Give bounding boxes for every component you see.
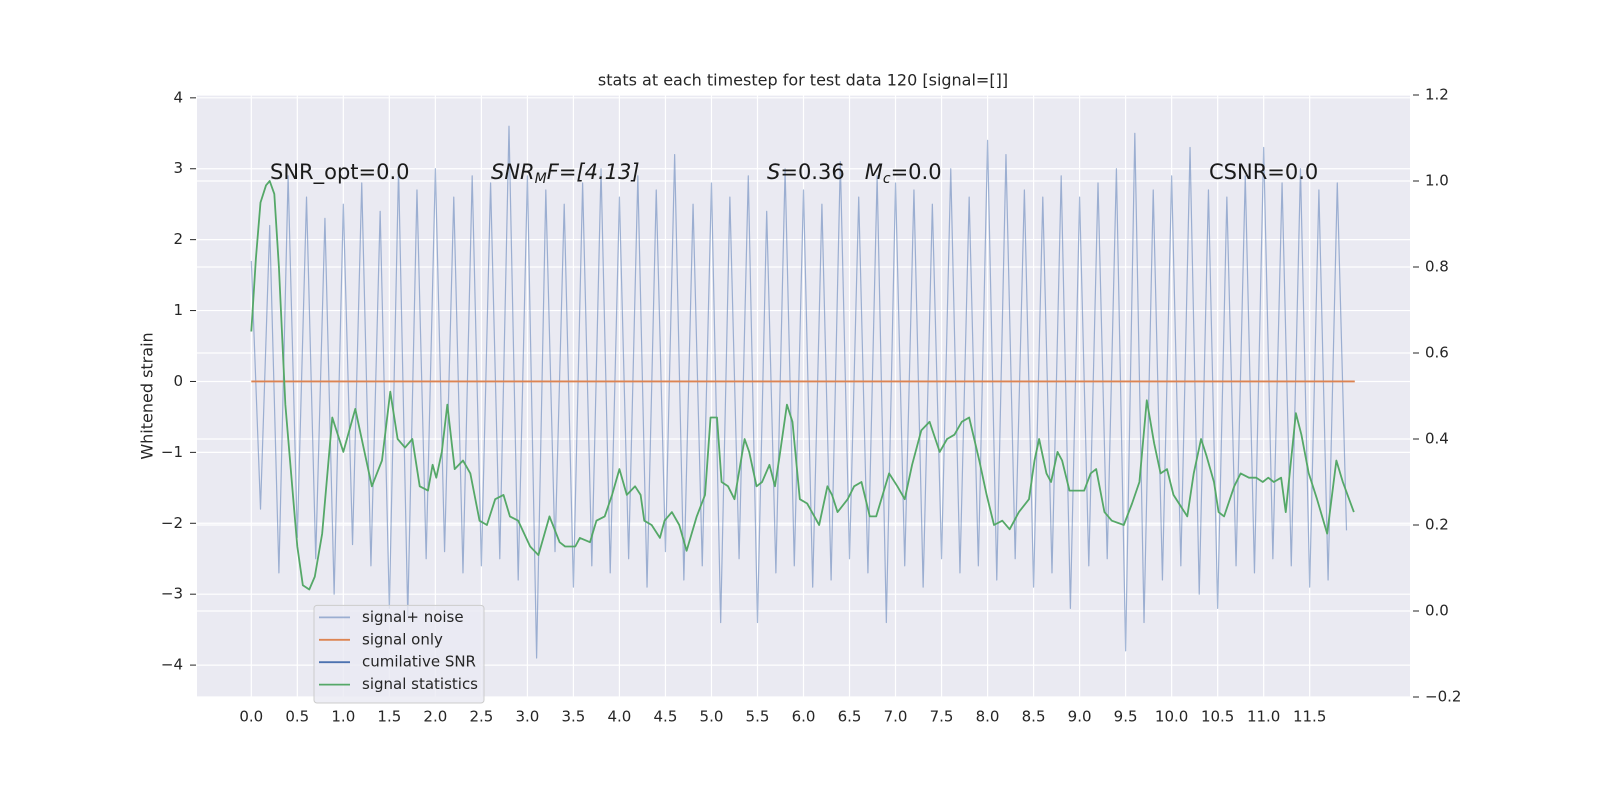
x-tick-label: 8.0 (976, 708, 1000, 726)
annotation: SNRMF=[4.13] (491, 160, 640, 187)
y2-tick-label: 0.0 (1425, 602, 1449, 620)
chart-title: stats at each timestep for test data 120… (598, 71, 1008, 90)
legend: signal+ noise signal only cumilative SNR si… (313, 604, 485, 704)
x-tick-label: 7.5 (930, 708, 954, 726)
legend-label: signal statistics (362, 675, 478, 693)
x-tick-label: 0.5 (285, 708, 309, 726)
annotation-text: M (865, 160, 883, 184)
x-tick-label: 4.0 (608, 708, 632, 726)
y2-tick-label: −0.2 (1425, 688, 1461, 706)
y2-tick-label: 0.8 (1425, 258, 1449, 276)
annotation-text: c (883, 171, 891, 187)
y-tick-label: 2 (173, 230, 183, 248)
x-tick-label: 8.5 (1022, 708, 1046, 726)
legend-label: cumilative SNR (362, 653, 476, 671)
y-tick-label: 1 (173, 301, 183, 319)
x-tick-label: 10.5 (1201, 708, 1234, 726)
x-tick-label: 3.5 (561, 708, 585, 726)
annotation-text: S (767, 160, 780, 184)
y-axis-label: Whitened strain (138, 332, 157, 459)
x-tick-label: 5.0 (700, 708, 724, 726)
annotation-text: M (535, 171, 547, 187)
legend-box (313, 604, 485, 704)
y-tick-label: 0 (173, 372, 183, 390)
x-tick-label: 6.5 (838, 708, 862, 726)
x-tick-label: 0.0 (239, 708, 263, 726)
x-tick-label: 6.0 (792, 708, 816, 726)
y-tick-label: −2 (161, 514, 183, 532)
grid (197, 94, 1410, 698)
annotation: S=0.36 Mc=0.0 (767, 160, 942, 187)
annotation-text: =0.36 (780, 160, 864, 184)
x-tick-label: 2.5 (469, 708, 493, 726)
series-line (250, 125, 1348, 659)
y-tick-label: 4 (173, 88, 183, 106)
marks (250, 125, 1355, 659)
annotation-text: SNR_opt=0.0 (270, 160, 410, 185)
series-line (250, 180, 1355, 591)
annotation-text: =0.0 (891, 160, 942, 184)
x-tick-label: 1.5 (377, 708, 401, 726)
x-tick-label: 10.0 (1155, 708, 1188, 726)
x-tick-label: 7.0 (884, 708, 908, 726)
y2-tick-label: 1.0 (1425, 172, 1449, 190)
annotation: SNR_opt=0.0 (270, 160, 410, 185)
annotation-text: SNR (491, 160, 535, 184)
y-tick-label: 3 (173, 159, 183, 177)
x-tick-label: 4.5 (654, 708, 678, 726)
annotation-text: CSNR=0.0 (1209, 160, 1318, 184)
x-tick-label: 11.5 (1293, 708, 1326, 726)
y2-tick-label: 1.2 (1425, 86, 1449, 104)
y2-tick-label: 0.4 (1425, 430, 1449, 448)
annotation-text: F=[4.13] (547, 160, 640, 184)
y-tick-label: −3 (161, 585, 183, 603)
y2-tick-label: 0.2 (1425, 516, 1449, 534)
annotation: CSNR=0.0 (1209, 160, 1318, 184)
x-tick-label: 2.0 (423, 708, 447, 726)
legend-label: signal+ noise (362, 608, 464, 626)
x-tick-label: 5.5 (746, 708, 770, 726)
x-tick-label: 3.0 (515, 708, 539, 726)
legend-label: signal only (362, 630, 443, 648)
y-tick-label: −1 (161, 443, 183, 461)
x-tick-label: 1.0 (331, 708, 355, 726)
axes: 0.0 0.5 1.0 1.5 2.0 2.5 3.0 3.5 4.0 4.5 5.0 5.5 6.0 6… (161, 86, 1462, 726)
y2-tick-label: 0.6 (1425, 344, 1449, 362)
y-tick-label: −4 (161, 656, 183, 674)
x-tick-label: 11.0 (1247, 708, 1280, 726)
x-tick-label: 9.0 (1068, 708, 1092, 726)
x-tick-label: 9.5 (1114, 708, 1138, 726)
